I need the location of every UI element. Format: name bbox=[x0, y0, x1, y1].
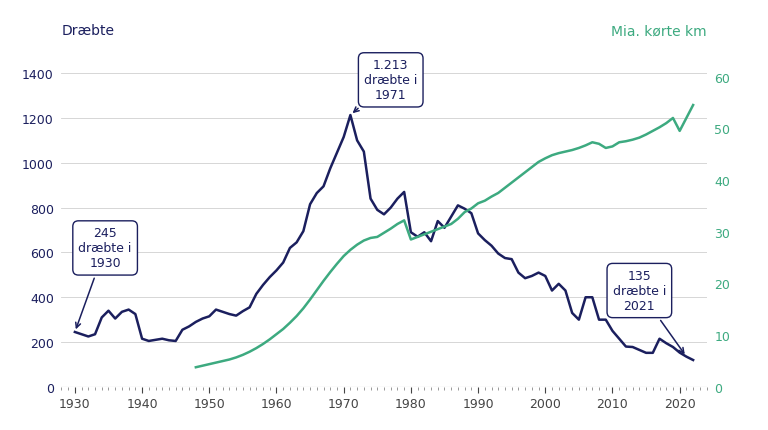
Text: Dræbte: Dræbte bbox=[61, 24, 114, 38]
Text: 1.213
dræbte i
1971: 1.213 dræbte i 1971 bbox=[354, 59, 417, 113]
Text: 135
dræbte i
2021: 135 dræbte i 2021 bbox=[613, 270, 684, 353]
Text: 245
dræbte i
1930: 245 dræbte i 1930 bbox=[76, 227, 132, 328]
Text: Mia. kørte km: Mia. kørte km bbox=[611, 24, 707, 38]
